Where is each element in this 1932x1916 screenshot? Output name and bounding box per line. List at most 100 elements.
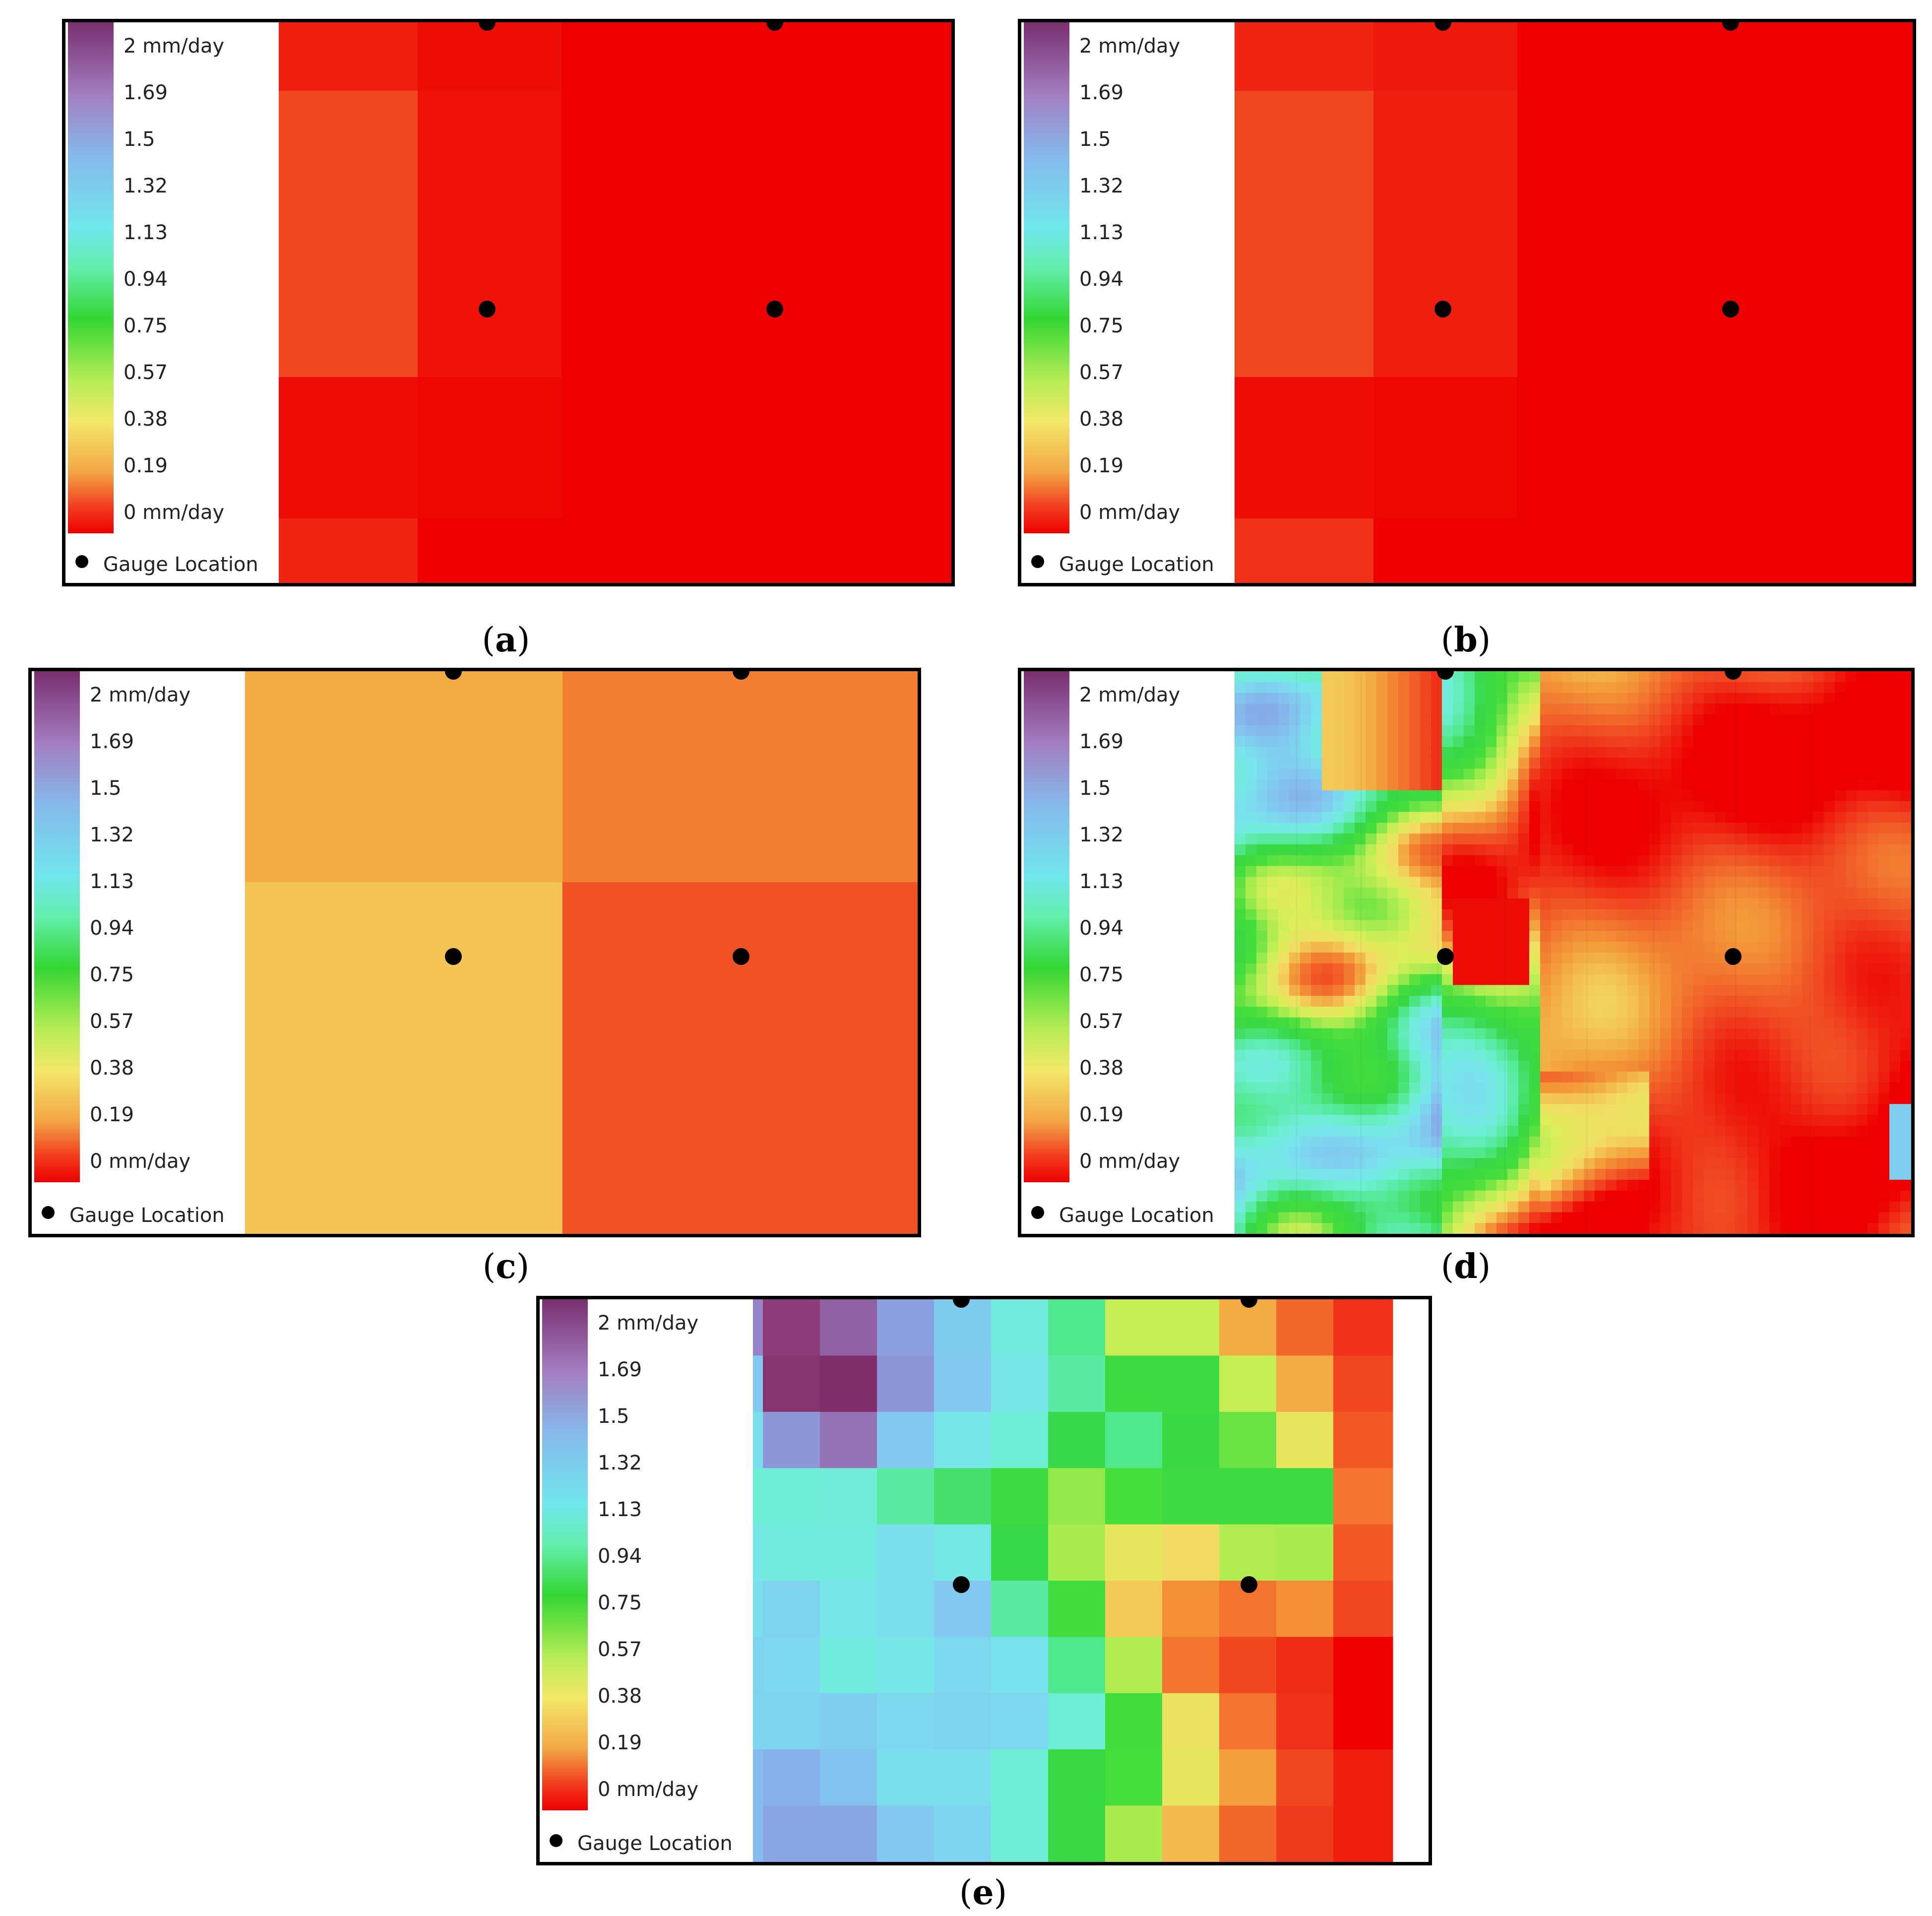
- heatmap-cell: [1627, 996, 1639, 1007]
- heatmap-cell: [1366, 898, 1377, 910]
- heatmap-cell: [1278, 671, 1290, 683]
- heatmap-cell: [1464, 963, 1475, 975]
- heatmap-cell: [1857, 823, 1868, 834]
- heatmap-cell: [1704, 898, 1715, 910]
- heatmap-cell: [1704, 1201, 1715, 1213]
- heatmap-cell: [1693, 963, 1704, 975]
- heatmap-cell: [1857, 888, 1868, 899]
- heatmap-cell: [1627, 833, 1639, 845]
- heatmap-cell: [1824, 898, 1835, 910]
- heatmap-cell: [1453, 1082, 1464, 1094]
- heatmap-cell: [1246, 1147, 1257, 1158]
- heatmap-cell: [1573, 931, 1584, 942]
- heatmap-cell: [1409, 801, 1421, 813]
- heatmap-cell: [1300, 801, 1311, 813]
- heatmap-cell: [1486, 898, 1497, 910]
- heatmap-cell: [1486, 963, 1497, 975]
- heatmap-cell: [1529, 985, 1541, 996]
- heatmap-cell: [1355, 790, 1366, 802]
- heatmap-cell: [1747, 1179, 1759, 1191]
- heatmap-cell: [1540, 1190, 1552, 1202]
- heatmap-cell: [1846, 1223, 1857, 1234]
- heatmap-cell: [1486, 877, 1497, 888]
- heatmap-cell: [1256, 747, 1268, 759]
- heatmap-cell: [1802, 1179, 1813, 1191]
- heatmap-cell: [1442, 1158, 1453, 1169]
- heatmap-cell: [1846, 844, 1857, 856]
- heatmap-cell: [1868, 1028, 1879, 1040]
- heatmap-cell: [1704, 1093, 1715, 1104]
- heatmap-cell: [1278, 1223, 1290, 1234]
- heatmap-cell: [1726, 1169, 1737, 1180]
- heatmap-cell: [1791, 898, 1803, 910]
- heatmap-cell: [1300, 1007, 1311, 1018]
- heatmap-cell: [1846, 768, 1857, 780]
- heatmap-cell: [1442, 1136, 1453, 1148]
- heatmap-cell: [1540, 1050, 1552, 1061]
- heatmap-cell: [1333, 1028, 1344, 1040]
- heatmap-cell: [1420, 1039, 1432, 1050]
- heatmap-cell: [1246, 1039, 1257, 1050]
- heatmap-cell: [1344, 855, 1355, 867]
- heatmap-cell: [1900, 1223, 1911, 1234]
- heatmap-cell: [1256, 1169, 1268, 1180]
- heatmap-cell: [1769, 1007, 1781, 1018]
- heatmap-cell: [1846, 931, 1857, 942]
- heatmap-cell: [1246, 747, 1257, 759]
- heatmap-cell: [1791, 1071, 1803, 1083]
- heatmap-cell: [1584, 1223, 1595, 1234]
- heatmap-cell: [1671, 920, 1683, 931]
- heatmap-cell: [1627, 812, 1639, 823]
- heatmap-cell: [1507, 1169, 1519, 1180]
- heatmap-cell: [279, 377, 418, 519]
- heatmap-cell: [1726, 1125, 1737, 1137]
- heatmap-cell: [1715, 996, 1726, 1007]
- heatmap-cell: [1584, 801, 1595, 813]
- heatmap-cell: [1868, 931, 1879, 942]
- heatmap-cell: [1278, 823, 1290, 834]
- heatmap-cell: [1617, 1071, 1628, 1083]
- colorbar-tick-label: 0.38: [90, 1057, 134, 1080]
- heatmap-cell: [1660, 790, 1672, 802]
- heatmap-cell: [1529, 898, 1541, 910]
- heatmap-cell: [1475, 931, 1486, 942]
- heatmap-cell: [1584, 1115, 1595, 1126]
- heatmap-cell: [1606, 768, 1617, 780]
- heatmap-cell: [1649, 833, 1661, 845]
- heatmap-cell: [1715, 1179, 1726, 1191]
- heatmap-cell: [1344, 693, 1355, 704]
- heatmap-cell: [1769, 1169, 1781, 1180]
- heatmap-cell: [1529, 725, 1541, 737]
- heatmap-cell: [1300, 1169, 1311, 1180]
- heatmap-cell: [1573, 1201, 1584, 1213]
- heatmap-cell: [1758, 1115, 1770, 1126]
- heatmap-cell: [1442, 888, 1453, 899]
- heatmap-cell: [1376, 1169, 1388, 1180]
- heatmap-cell: [1846, 1039, 1857, 1050]
- caption-b: (b): [1440, 620, 1491, 660]
- colorbar-tick-label: 1.69: [90, 730, 134, 753]
- heatmap-cell: [1824, 1061, 1835, 1072]
- heatmap-cell: [1540, 801, 1552, 813]
- heatmap-cell: [1835, 823, 1846, 834]
- panel-d: 2 mm/day 1.69 1.5 1.32 1.13 0.94 0.75 0.57 0.38 0…: [1018, 668, 1915, 1237]
- heatmap-cell: [245, 671, 563, 883]
- heatmap-cell: [1737, 1104, 1748, 1115]
- heatmap-cell: [1627, 758, 1639, 769]
- heatmap-cell: [1322, 1115, 1333, 1126]
- heatmap-cell: [1857, 1223, 1868, 1234]
- heatmap-cell: [1300, 898, 1311, 910]
- heatmap-cell: [1267, 1201, 1279, 1213]
- heatmap-cell: [1726, 725, 1737, 737]
- heatmap-cell: [1366, 1179, 1377, 1191]
- heatmap-cell: [1638, 790, 1650, 802]
- heatmap-cell: [1758, 1061, 1770, 1072]
- colorbar: [1024, 22, 1069, 533]
- heatmap-cell: [1900, 1017, 1911, 1029]
- heatmap-cell: [820, 1468, 877, 1525]
- heatmap-cell: [1442, 833, 1453, 845]
- heatmap-cell: [1562, 1071, 1573, 1083]
- heatmap-cell: [1529, 1125, 1541, 1137]
- colorbar-tick-label: 1.5: [1079, 777, 1111, 800]
- heatmap-cell: [1475, 768, 1486, 780]
